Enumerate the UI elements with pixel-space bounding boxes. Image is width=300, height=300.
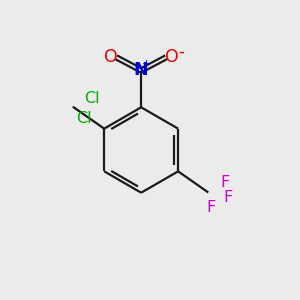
Text: F: F bbox=[223, 190, 232, 205]
Text: F: F bbox=[221, 175, 230, 190]
Text: O: O bbox=[165, 48, 178, 66]
Text: N: N bbox=[134, 61, 148, 80]
Text: Cl: Cl bbox=[84, 91, 100, 106]
Text: O: O bbox=[104, 48, 118, 66]
Text: Cl: Cl bbox=[76, 111, 92, 126]
Text: F: F bbox=[207, 200, 216, 215]
Text: +: + bbox=[142, 59, 151, 69]
Text: -: - bbox=[178, 43, 184, 61]
